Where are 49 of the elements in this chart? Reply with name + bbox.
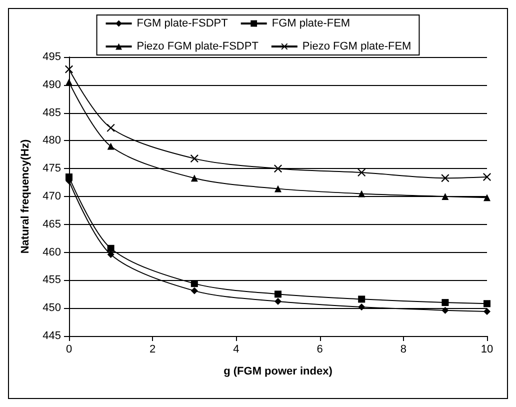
point bbox=[442, 299, 449, 306]
point bbox=[483, 172, 491, 181]
point bbox=[358, 190, 366, 198]
x-tick-label: 10 bbox=[480, 344, 494, 356]
y-tick-label: 445 bbox=[42, 330, 61, 342]
point bbox=[106, 124, 115, 132]
x-tick-label: 6 bbox=[316, 344, 323, 356]
point bbox=[107, 244, 114, 252]
x-tick-label: 2 bbox=[150, 344, 156, 356]
y-tick-label: 450 bbox=[42, 302, 61, 314]
y-tick-label: 470 bbox=[42, 190, 61, 202]
point bbox=[358, 303, 366, 310]
point bbox=[274, 185, 282, 192]
point bbox=[484, 308, 490, 315]
point bbox=[66, 173, 72, 180]
y-tick-label: 455 bbox=[42, 274, 61, 286]
legend-label: Piezo FGM plate-FEM bbox=[302, 40, 412, 52]
legend-label: FGM plate-FSDPT bbox=[136, 18, 228, 30]
x-tick-label: 4 bbox=[233, 344, 240, 356]
point bbox=[107, 142, 114, 150]
y-tick-label: 475 bbox=[42, 162, 61, 175]
y-tick-label: 485 bbox=[42, 106, 61, 119]
x-tick-label: 0 bbox=[66, 344, 72, 356]
point bbox=[358, 168, 366, 177]
x-axis-title: g (FGM power index) bbox=[224, 366, 333, 378]
y-tick-label: 490 bbox=[42, 78, 61, 91]
point bbox=[441, 174, 450, 182]
y-tick-label: 495 bbox=[42, 51, 61, 63]
point bbox=[358, 296, 366, 303]
legend-label: FGM plate-FEM bbox=[272, 18, 350, 30]
legend-label: Piezo FGM plate-FSDPT bbox=[136, 40, 259, 52]
point bbox=[484, 300, 490, 308]
point bbox=[442, 193, 449, 200]
x-tick-label: 8 bbox=[400, 344, 406, 356]
point bbox=[65, 65, 73, 74]
point bbox=[442, 306, 449, 314]
point bbox=[274, 290, 282, 298]
point bbox=[274, 164, 282, 173]
point bbox=[190, 280, 198, 288]
y-tick-label: 480 bbox=[42, 134, 61, 147]
y-axis-title: Natural frequency(Hz) bbox=[20, 139, 32, 254]
point bbox=[190, 154, 198, 163]
point bbox=[107, 251, 114, 258]
y-tick-label: 460 bbox=[42, 246, 61, 258]
point bbox=[274, 298, 282, 305]
y-tick-label: 465 bbox=[42, 218, 61, 230]
point bbox=[484, 194, 490, 202]
point bbox=[190, 174, 198, 182]
point bbox=[190, 287, 198, 294]
